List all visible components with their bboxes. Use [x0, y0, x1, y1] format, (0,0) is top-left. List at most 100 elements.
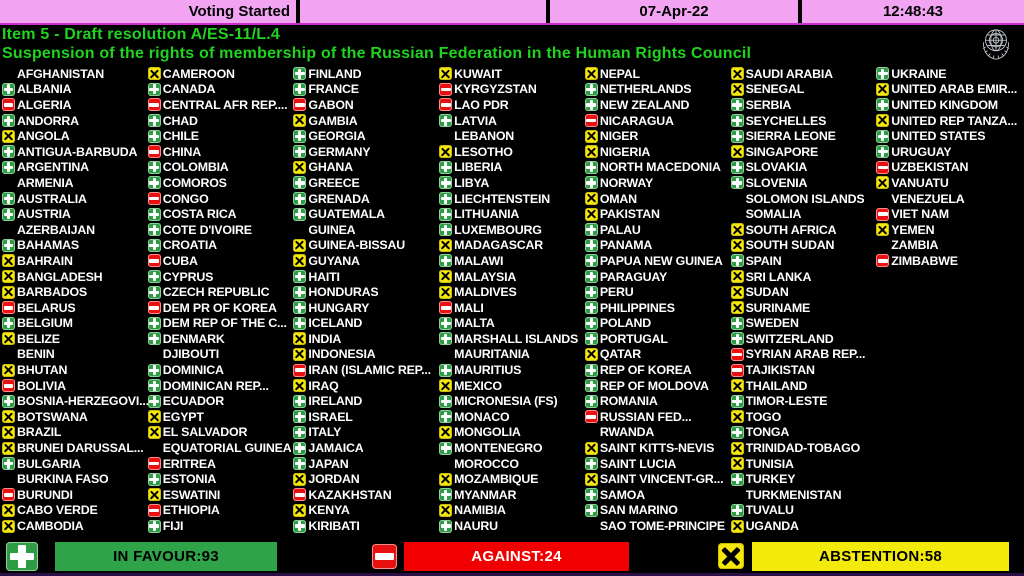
country-name: PARAGUAY	[599, 269, 668, 284]
country-name: COLOMBIA	[162, 160, 229, 175]
country-name: KYRGYZSTAN	[454, 82, 537, 97]
in-favour-icon	[2, 145, 15, 159]
status-bar-divider-line	[0, 23, 1024, 25]
country-row: PARAGUAY	[584, 269, 731, 285]
in-favour-icon	[439, 160, 453, 174]
country-name: CHAD	[162, 113, 198, 128]
country-name: LAO PDR	[454, 97, 509, 112]
country-name: MALTA	[454, 316, 495, 331]
country-name: GHANA	[308, 160, 353, 175]
country-name: IRAQ	[308, 378, 339, 393]
country-name: ALGERIA	[17, 97, 72, 112]
in-favour-icon	[876, 145, 890, 159]
country-name: NICARAGUA	[599, 113, 674, 128]
in-favour-icon	[730, 316, 744, 330]
country-name: ROMANIA	[599, 394, 658, 409]
country-name: SAN MARINO	[599, 503, 678, 518]
country-row: FIJI	[147, 518, 294, 534]
country-name: COSTA RICA	[162, 207, 237, 222]
in-favour-icon	[584, 332, 598, 346]
against-icon	[2, 301, 15, 315]
in-favour-icon	[876, 98, 890, 112]
country-row: SOMALIA	[731, 206, 877, 222]
country-row: THAILAND	[730, 378, 877, 394]
country-row: KYRGYZSTAN	[439, 82, 585, 98]
country-name: SYRIAN ARAB REP...	[745, 347, 866, 362]
in-favour-icon	[730, 425, 744, 439]
country-row: RWANDA	[585, 425, 731, 441]
country-row: ISRAEL	[293, 409, 439, 425]
country-row: ECUADOR	[147, 393, 294, 409]
country-row: GUINEA	[293, 222, 439, 238]
country-name: ARMENIA	[17, 175, 74, 190]
country-name: VIET NAM	[891, 207, 949, 222]
in-favour-icon	[2, 207, 15, 221]
country-row: ZIMBABWE	[876, 253, 1022, 269]
country-row: JORDAN	[293, 471, 439, 487]
country-row: BRAZIL	[2, 425, 148, 441]
country-name: TURKEY	[745, 472, 796, 487]
country-name: AFGHANISTAN	[17, 66, 105, 81]
country-row: BOTSWANA	[2, 409, 148, 425]
country-name: ISRAEL	[308, 409, 353, 424]
country-name: MARSHALL ISLANDS	[454, 331, 579, 346]
country-name: TIMOR-LESTE	[745, 394, 828, 409]
country-name: GAMBIA	[308, 113, 358, 128]
country-row: TUNISIA	[730, 456, 877, 472]
country-name: BELARUS	[17, 300, 76, 315]
against-icon	[876, 254, 890, 268]
country-row: GEORGIA	[293, 128, 439, 144]
country-name: SAMOA	[599, 487, 645, 502]
abstention-icon	[876, 223, 890, 237]
abstention-icon	[293, 503, 307, 517]
country-name: BRUNEI DARUSSAL...	[17, 441, 144, 456]
country-row: LIECHTENSTEIN	[439, 191, 585, 207]
country-name: VANUATU	[891, 175, 949, 190]
in-favour-icon	[293, 82, 307, 96]
country-name: UGANDA	[745, 519, 799, 534]
country-row: UNITED STATES	[876, 128, 1022, 144]
country-name: PERU	[599, 285, 634, 300]
country-row: TUVALU	[730, 503, 877, 519]
country-row: ANDORRA	[2, 113, 148, 129]
in-favour-icon	[2, 238, 15, 252]
country-row: ARGENTINA	[2, 160, 148, 176]
in-favour-icon	[147, 114, 161, 128]
against-icon	[730, 363, 744, 377]
country-name: HAITI	[308, 269, 340, 284]
country-name: KENYA	[308, 503, 350, 518]
country-name: ARGENTINA	[17, 160, 89, 175]
country-name: NEPAL	[599, 66, 640, 81]
country-row: MICRONESIA (FS)	[439, 393, 585, 409]
country-name: UKRAINE	[891, 66, 947, 81]
country-row: LIBERIA	[439, 160, 585, 176]
country-name: BELGIUM	[17, 316, 73, 331]
country-row: HONDURAS	[293, 284, 439, 300]
in-favour-icon	[584, 488, 598, 502]
country-row: CHAD	[147, 113, 294, 129]
abstention-icon	[2, 503, 15, 517]
abstention-icon	[147, 488, 161, 502]
country-name: IRELAND	[308, 394, 363, 409]
country-name: BELIZE	[17, 331, 60, 346]
in-favour-icon	[147, 82, 161, 96]
country-name: GERMANY	[308, 144, 371, 159]
country-row: PHILIPPINES	[584, 300, 731, 316]
country-row: KIRIBATI	[293, 518, 439, 534]
country-row: VENEZUELA	[876, 191, 1022, 207]
in-favour-icon	[147, 394, 161, 408]
country-name: SWEDEN	[745, 316, 799, 331]
in-favour-icon	[293, 316, 307, 330]
in-favour-icon	[439, 316, 453, 330]
country-name: CABO VERDE	[17, 503, 98, 518]
board-column: FINLAND FRANCE GABON GAMBIA GEORGIA GERMANY GH…	[293, 66, 439, 534]
no-vote-placeholder	[439, 130, 452, 143]
country-row: URUGUAY	[876, 144, 1022, 160]
country-name: LIECHTENSTEIN	[454, 191, 550, 206]
country-row: HUNGARY	[293, 300, 439, 316]
un-emblem-icon	[982, 29, 1010, 60]
country-name: ANGOLA	[17, 129, 70, 144]
country-row: LITHUANIA	[439, 206, 585, 222]
country-row: SOUTH AFRICA	[730, 222, 877, 238]
in-favour-icon	[439, 192, 453, 206]
